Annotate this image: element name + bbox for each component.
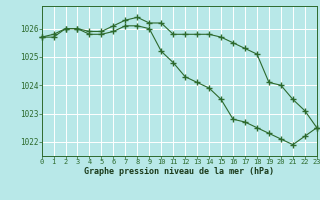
- X-axis label: Graphe pression niveau de la mer (hPa): Graphe pression niveau de la mer (hPa): [84, 167, 274, 176]
